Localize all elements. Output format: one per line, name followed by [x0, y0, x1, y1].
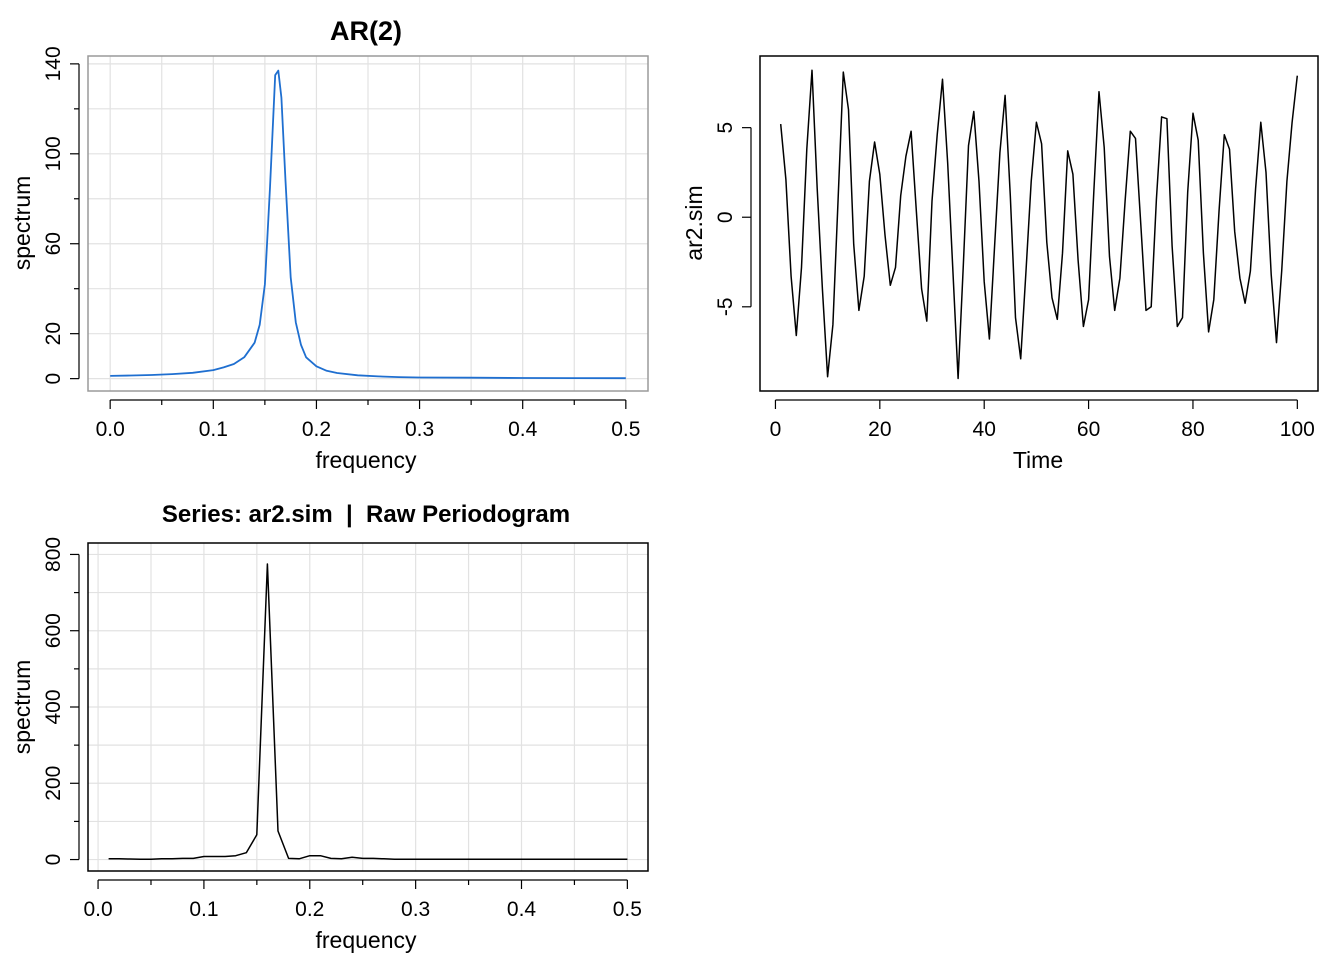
y-tick-label: 0: [42, 854, 65, 866]
x-tick-label: 0.0: [83, 898, 112, 921]
x-axis-label: frequency: [315, 447, 417, 473]
x-tick-label: 0.5: [611, 418, 640, 441]
y-tick-label: 0: [42, 373, 65, 385]
y-tick-label: 100: [42, 136, 65, 171]
x-axis-label: frequency: [315, 927, 417, 953]
x-tick-label: 0.3: [405, 418, 434, 441]
y-tick-label: 60: [42, 232, 65, 255]
x-tick-label: 40: [973, 418, 996, 441]
y-tick-label: 20: [42, 322, 65, 345]
x-tick-label: 0.3: [401, 898, 430, 921]
raw-periodogram-chart: Series: ar2.sim | Raw Periodogram freque…: [9, 501, 649, 953]
chart-title: Series: ar2.sim | Raw Periodogram: [162, 501, 570, 528]
series-line: [779, 69, 1299, 380]
y-tick-label: 140: [42, 46, 65, 81]
x-tick-label: 20: [868, 418, 891, 441]
series-line: [108, 563, 628, 860]
y-axis-label: spectrum: [9, 176, 35, 271]
y-axis-label: ar2.sim: [681, 185, 707, 260]
y-tick-label: 0: [714, 211, 737, 223]
x-axis-label: Time: [1013, 447, 1063, 473]
x-tick-label: 0: [770, 418, 782, 441]
ar2-sim-time-series-chart: Time ar2.sim 0 20 40 60 80 100 -5 0 5: [681, 55, 1319, 473]
x-tick-label: 0.2: [295, 898, 324, 921]
plot-frame: [87, 542, 649, 872]
y-tick-label: 400: [42, 689, 65, 724]
y-tick-label: 200: [42, 766, 65, 801]
x-tick-label: 0.1: [189, 898, 218, 921]
series-line: [110, 69, 626, 380]
ar2-spectrum-chart: AR(2) frequency spectrum 0.0 0.1 0.2 0.3 0.4…: [9, 16, 649, 473]
plot-frame: [759, 55, 1319, 392]
x-tick-label: 0.0: [96, 418, 125, 441]
y-tick-label: 600: [42, 613, 65, 648]
x-tick-label: 0.4: [508, 418, 538, 441]
x-tick-label: 0.2: [302, 418, 331, 441]
y-tick-label: 800: [42, 537, 65, 572]
x-tick-label: 60: [1077, 418, 1100, 441]
y-tick-label: -5: [714, 297, 737, 316]
chart-title: AR(2): [330, 16, 402, 46]
x-tick-label: 0.1: [199, 418, 228, 441]
y-axis-label: spectrum: [9, 660, 35, 755]
x-tick-label: 100: [1280, 418, 1315, 441]
x-tick-label: 0.4: [507, 898, 537, 921]
x-tick-label: 80: [1181, 418, 1204, 441]
x-tick-label: 0.5: [613, 898, 642, 921]
y-tick-label: 5: [714, 122, 737, 134]
plot-frame: [87, 55, 649, 392]
